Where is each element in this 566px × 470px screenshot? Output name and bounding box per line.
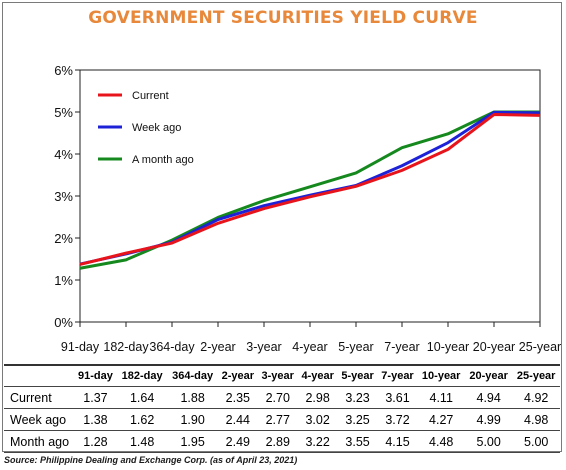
- table-cell: 4.11: [417, 386, 465, 409]
- table-column-header: 364-day: [167, 364, 218, 387]
- x-tick-label: 364-day: [149, 340, 195, 354]
- table-column-header: 10-year: [417, 364, 465, 387]
- table-row-label: Month ago: [4, 430, 74, 453]
- table-cell: 3.23: [337, 386, 378, 409]
- y-tick-label: 1%: [54, 273, 73, 288]
- table-column-header: 7-year: [377, 364, 418, 387]
- table-cell: 2.44: [217, 408, 258, 431]
- table-column-header: 25-year: [512, 364, 560, 387]
- table-column-header: 20-year: [464, 364, 513, 387]
- y-tick-label: 3%: [54, 189, 73, 204]
- table-corner-cell: [4, 364, 74, 387]
- table-column-header: 4-year: [297, 364, 338, 387]
- table-row: Current 1.37 1.64 1.88 2.35 2.70 2.98 3.23 3.61 4…: [4, 386, 560, 409]
- source-note: Source: Philippine Dealing and Exchange …: [4, 455, 298, 465]
- table-cell: 1.95: [167, 430, 218, 453]
- yield-data-table: 91-day 182-day 364-day 2-year 3-year 4-year 5-…: [4, 364, 560, 453]
- table-row-label: Current: [4, 386, 74, 409]
- legend-label: A month ago: [132, 154, 194, 166]
- x-tick-label: 4-year: [292, 340, 327, 354]
- x-tick-label: 2-year: [200, 340, 235, 354]
- series-line-current: [79, 113, 541, 266]
- table-cell: 3.55: [337, 430, 378, 453]
- table-column-header: 91-day: [74, 364, 117, 387]
- table-cell: 4.94: [464, 386, 513, 409]
- legend-label: Current: [132, 90, 169, 102]
- table-cell: 4.92: [512, 386, 560, 409]
- x-tick-label: 10-year: [427, 340, 469, 354]
- table-cell: 2.89: [257, 430, 298, 453]
- table-cell: 1.48: [116, 430, 168, 453]
- table-cell: 1.38: [74, 408, 117, 431]
- x-tick-label: 25-year: [519, 340, 561, 354]
- table-cell: 2.35: [217, 386, 258, 409]
- table-cell: 3.61: [377, 386, 418, 409]
- table-cell: 5.00: [512, 430, 560, 453]
- table-cell: 2.70: [257, 386, 298, 409]
- table-cell: 2.77: [257, 408, 298, 431]
- x-tick-label: 5-year: [338, 340, 373, 354]
- x-tick-label: 91-day: [61, 340, 100, 354]
- table-cell: 1.37: [74, 386, 117, 409]
- table-cell: 4.48: [417, 430, 465, 453]
- table-cell: 1.28: [74, 430, 117, 453]
- y-tick-label: 4%: [54, 147, 73, 162]
- table-row: Week ago 1.38 1.62 1.90 2.44 2.77 3.02 3.25 3.72…: [4, 408, 560, 431]
- x-tick-label: 3-year: [246, 340, 281, 354]
- table-body: Current 1.37 1.64 1.88 2.35 2.70 2.98 3.23 3.61 4…: [4, 386, 560, 453]
- x-tick-label: 182-day: [103, 340, 149, 354]
- table-cell: 1.62: [116, 408, 168, 431]
- table-column-header: 5-year: [337, 364, 378, 387]
- table-cell: 4.98: [512, 408, 560, 431]
- table-cell: 1.88: [167, 386, 218, 409]
- table-cell: 2.49: [217, 430, 258, 453]
- table-column-header: 3-year: [257, 364, 298, 387]
- table-cell: 3.02: [297, 408, 338, 431]
- y-tick-label: 0%: [54, 315, 73, 330]
- table-row: Month ago 1.28 1.48 1.95 2.49 2.89 3.22 3.55 4.1…: [4, 430, 560, 453]
- y-tick-label: 2%: [54, 231, 73, 246]
- table-column-header: 2-year: [217, 364, 258, 387]
- table-row-label: Week ago: [4, 408, 74, 431]
- table-cell: 4.27: [417, 408, 465, 431]
- table-cell: 3.22: [297, 430, 338, 453]
- table-column-header: 182-day: [116, 364, 168, 387]
- x-tick-label: 7-year: [384, 340, 419, 354]
- table-cell: 2.98: [297, 386, 338, 409]
- table-cell: 5.00: [464, 430, 513, 453]
- table-cell: 3.72: [377, 408, 418, 431]
- table-cell: 1.90: [167, 408, 218, 431]
- chart-title: GOVERNMENT SECURITIES YIELD CURVE: [88, 8, 478, 28]
- yield-curve-chart: 0% 1% 2% 3% 4% 5% 6% 91-day 182-day 364-day 2-year…: [54, 63, 561, 354]
- table-cell: 3.25: [337, 408, 378, 431]
- table-header-row: 91-day 182-day 364-day 2-year 3-year 4-year 5-…: [4, 364, 560, 387]
- series-line-a-month-ago: [79, 110, 540, 270]
- table-cell: 1.64: [116, 386, 168, 409]
- y-tick-label: 5%: [54, 105, 73, 120]
- table-cell: 4.15: [377, 430, 418, 453]
- table-cell: 4.99: [464, 408, 513, 431]
- x-tick-label: 20-year: [473, 340, 515, 354]
- y-tick-label: 6%: [54, 63, 73, 78]
- legend-label: Week ago: [132, 122, 181, 134]
